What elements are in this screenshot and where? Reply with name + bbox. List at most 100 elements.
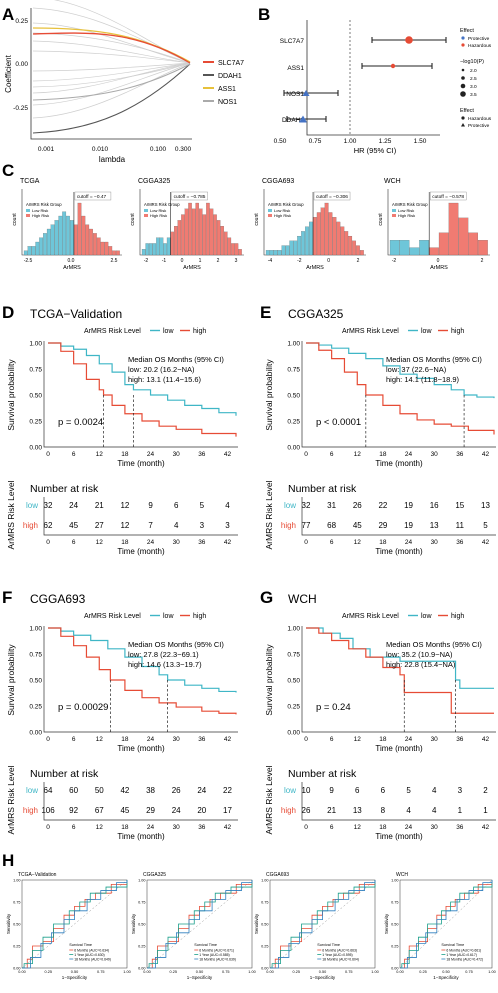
histogram-bar (191, 208, 196, 256)
risk-xtick: 24 (147, 824, 155, 831)
panel-a-coefficient-paths (32, 0, 191, 134)
coefficient-path (32, 40, 191, 64)
roc-legend-item: 1 Year (AUC=0.617) (446, 953, 476, 957)
histogram-xtick: -2.5 (24, 258, 33, 264)
legend-label-nos1: NOS1 (218, 99, 237, 106)
legend-size-dot (461, 76, 465, 80)
histogram-bar (277, 250, 282, 256)
km-xtick: 30 (173, 451, 181, 458)
histogram-bar (145, 243, 149, 256)
legend-shape-circle (461, 116, 465, 120)
coefficient-path (32, 7, 191, 64)
roc-curve (270, 880, 376, 969)
cutoff-box (430, 191, 467, 201)
km-median-low: low: 37 (22.6−NA) (386, 365, 447, 374)
risk-cell-high: 11 (456, 521, 465, 530)
km-legend-high: high (451, 328, 464, 335)
risk-row-label-low: low (284, 786, 296, 795)
km-ytick: 1.00 (29, 626, 42, 633)
roc-legend-item: 1 Year (AUC=0.630) (74, 953, 104, 957)
km-panel-d: D TCGA−Validation ArMRS Risk Level low high S… (2, 303, 238, 556)
risk-cell-low: 3 (458, 786, 463, 795)
risk-xtick: 6 (72, 539, 76, 546)
histogram-bar (468, 232, 478, 256)
histogram-bar (293, 240, 298, 256)
km-pvalue: p = 0.0024 (58, 417, 103, 428)
risk-cell-high: 4 (432, 806, 437, 815)
risk-cell-high: 13 (353, 806, 362, 815)
risk-table-ylabel: ArMRS Risk Level (264, 480, 274, 549)
histogram-bar (478, 240, 488, 256)
roc-xtick: 1.00 (248, 970, 255, 974)
panel-b-legend-title: Effect (460, 28, 474, 34)
roc-title: CGGA325 (143, 872, 166, 878)
panel-letter-b: B (258, 5, 270, 24)
risk-xtick: 0 (304, 539, 308, 546)
roc-xlabel: 1−Specificity (62, 975, 88, 980)
roc-ytick: 0.25 (391, 945, 398, 949)
risk-cell-low: 42 (120, 786, 129, 795)
panel-a-ytick: -0.25 (13, 105, 28, 112)
risk-cell-low: 4 (432, 786, 437, 795)
histogram-bar (356, 245, 360, 256)
histogram-bar (320, 207, 325, 256)
histogram-bar (77, 202, 82, 256)
risk-cell-high: 4 (174, 521, 179, 530)
histogram-bar (35, 241, 40, 256)
risk-cell-low: 24 (197, 786, 206, 795)
km-panel-e: E CGGA325 ArMRS Risk Level low high Survival … (260, 303, 496, 556)
legend-label: Protective (468, 36, 490, 42)
panel-b: B SLC7A7 ASS1 NOS1 DDAH1 0.50 0.75 1.00 (258, 5, 492, 155)
risk-xtick: 6 (72, 824, 76, 831)
histogram-bar (181, 214, 185, 256)
km-ytick: 0.50 (287, 678, 300, 685)
risk-row-label-low: low (26, 501, 38, 510)
risk-row-label-high: high (281, 806, 296, 815)
coefficient-path (32, 22, 191, 64)
km-xtick: 18 (121, 451, 129, 458)
risk-cell-low: 10 (302, 786, 311, 795)
risk-xtick: 12 (354, 824, 362, 831)
roc-panel: CGGA325 Sensitivity 0.000.00 0.25 0.25 0.50 0.… (131, 872, 256, 980)
km-pvalue: p < 0.0001 (316, 417, 361, 428)
risk-table-title: Number at risk (288, 768, 357, 780)
roc-curve (400, 880, 493, 969)
risk-xlabel: Time (month) (375, 832, 423, 841)
roc-ytick: 0.00 (261, 967, 268, 971)
risk-xlabel: Time (month) (117, 832, 165, 841)
risk-table-title: Number at risk (30, 483, 99, 495)
risk-cell-high: 1 (458, 806, 463, 815)
roc-xlabel: 1−Specificity (310, 975, 336, 980)
km-title: CGGA325 (288, 307, 344, 321)
risk-cell-low: 9 (148, 501, 153, 510)
km-ytick: 0.50 (29, 678, 42, 685)
risk-cell-low: 26 (172, 786, 181, 795)
risk-cell-high: 29 (146, 806, 155, 815)
risk-cell-high: 62 (44, 521, 53, 530)
roc-legend-title: Survival Time (441, 943, 464, 947)
panel-b-gene: NOS1 (286, 91, 304, 98)
histogram-bar (58, 215, 63, 256)
histogram-xtick: 2 (481, 258, 484, 264)
panel-b-xtick: 1.25 (379, 138, 392, 145)
roc-curve (270, 880, 376, 969)
km-curve-high (48, 627, 237, 715)
risk-cell-low: 5 (200, 501, 205, 510)
hr-point-nos1 (302, 90, 310, 96)
histogram-bar (448, 202, 459, 256)
km-ytick: 0.00 (29, 730, 42, 737)
roc-ytick: 0.75 (13, 901, 20, 905)
panel-b-legend-title: Effect (460, 108, 474, 114)
risk-cell-low: 15 (455, 501, 464, 510)
km-xtick: 0 (304, 736, 308, 743)
legend-swatch-low (268, 209, 272, 212)
risk-xtick: 18 (121, 824, 129, 831)
roc-frame (21, 879, 128, 969)
km-ylabel: Survival probability (264, 359, 274, 431)
km-curve-high (306, 627, 494, 714)
risk-xlabel: Time (month) (375, 547, 423, 556)
histogram-xtick: -4 (268, 258, 273, 264)
roc-ytick: 0.75 (261, 901, 268, 905)
histogram-xtick: -1 (162, 258, 167, 264)
histogram-legend-title: ArMRS Risk Group (392, 202, 428, 207)
